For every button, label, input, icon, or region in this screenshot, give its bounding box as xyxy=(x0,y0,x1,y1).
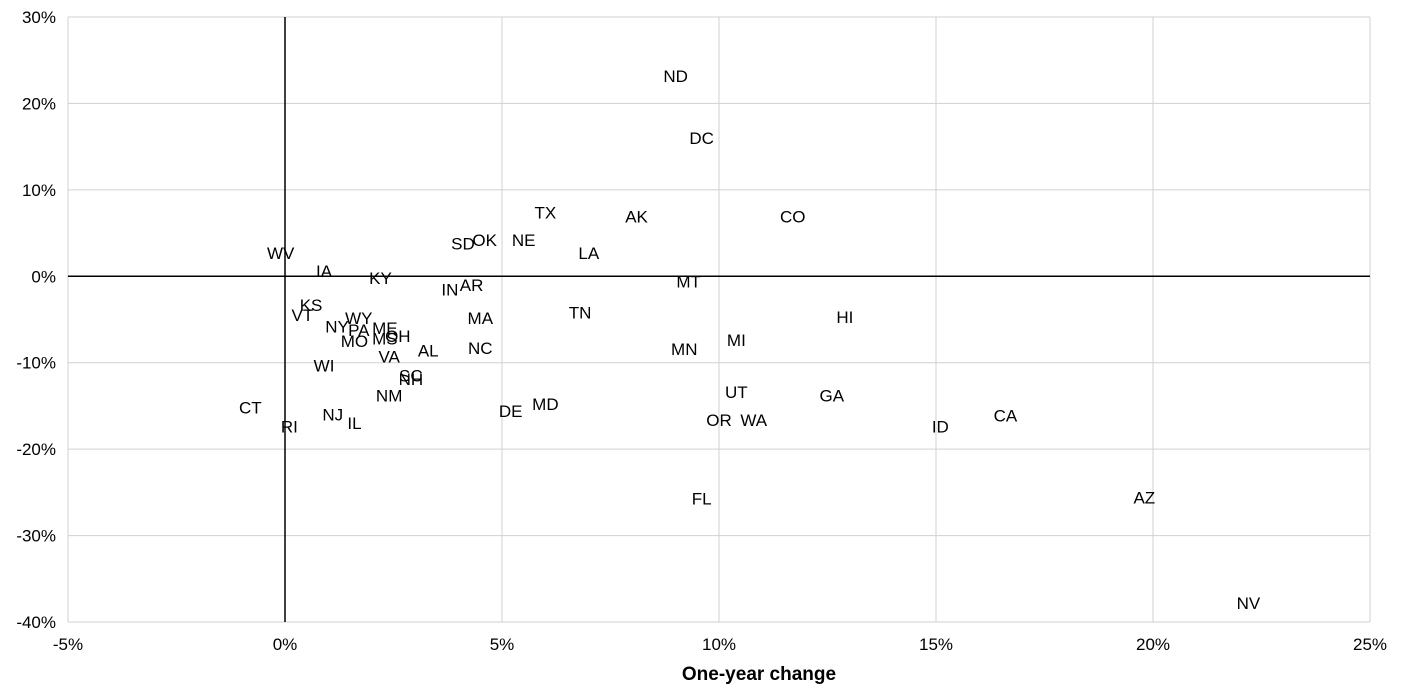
x-tick-label: 5% xyxy=(490,635,515,654)
y-tick-label: -30% xyxy=(16,527,56,546)
data-point-ar: AR xyxy=(460,276,484,295)
x-axis-label: One-year change xyxy=(682,664,836,685)
data-point-ga: GA xyxy=(820,387,845,406)
data-point-va: VA xyxy=(378,348,400,367)
data-point-sd: SD xyxy=(451,234,475,253)
data-point-ri: RI xyxy=(281,418,298,437)
data-point-wi: WI xyxy=(314,356,335,375)
y-tick-labels: 30% 20% 10% 0% -10% -20% -30% -40% xyxy=(16,8,56,632)
data-point-vt: VT xyxy=(291,306,313,325)
x-tick-label: -5% xyxy=(53,635,83,654)
data-point-ky: KY xyxy=(369,269,392,288)
data-point-nc: NC xyxy=(468,339,493,358)
y-tick-label: 10% xyxy=(22,181,56,200)
x-tick-label: 15% xyxy=(919,635,953,654)
data-point-co: CO xyxy=(780,208,806,227)
data-point-nm: NM xyxy=(376,387,402,406)
y-tick-label: 30% xyxy=(22,8,56,27)
x-tick-label: 25% xyxy=(1353,635,1387,654)
data-point-ut: UT xyxy=(725,383,748,402)
data-point-pa: PA xyxy=(348,321,370,340)
data-point-id: ID xyxy=(932,418,949,437)
y-tick-label: 20% xyxy=(22,94,56,113)
data-point-ia: IA xyxy=(316,262,333,281)
x-tick-label: 0% xyxy=(273,635,298,654)
data-point-sc: SC xyxy=(399,367,423,386)
x-tick-label: 10% xyxy=(702,635,736,654)
data-point-me: ME xyxy=(372,319,398,338)
data-point-nd: ND xyxy=(663,67,688,86)
data-point-ny: NY xyxy=(325,317,349,336)
data-point-ms: MS xyxy=(372,330,398,349)
data-point-mn: MN xyxy=(671,340,697,359)
data-point-nj: NJ xyxy=(322,406,343,425)
data-point-hi: HI xyxy=(836,308,853,327)
y-tick-label: -10% xyxy=(16,354,56,373)
data-point-md: MD xyxy=(532,395,558,414)
y-tick-label: -20% xyxy=(16,440,56,459)
data-point-wv: WV xyxy=(267,244,295,263)
data-point-oh: OH xyxy=(385,327,411,346)
data-point-wy: WY xyxy=(345,309,372,328)
data-point-ca: CA xyxy=(994,406,1018,425)
data-point-mt: MT xyxy=(676,272,701,291)
data-point-mi: MI xyxy=(727,331,746,350)
y-tick-label: -40% xyxy=(16,613,56,632)
data-point-az: AZ xyxy=(1133,489,1155,508)
data-point-or: OR xyxy=(706,411,732,430)
data-point-la: LA xyxy=(578,244,599,263)
data-point-ak: AK xyxy=(625,208,648,227)
data-point-dc: DC xyxy=(689,129,714,148)
zero-axes xyxy=(68,17,1370,622)
data-point-ks: KS xyxy=(300,296,323,315)
data-point-ne: NE xyxy=(512,231,536,250)
data-point-ok: OK xyxy=(472,231,497,250)
y-tick-label: 0% xyxy=(31,267,56,286)
data-point-mo: MO xyxy=(341,332,368,351)
data-point-nh: NH xyxy=(399,370,424,389)
data-point-ct: CT xyxy=(239,399,262,418)
x-tick-labels: -5% 0% 5% 10% 15% 20% 25% xyxy=(53,635,1387,654)
x-tick-label: 20% xyxy=(1136,635,1170,654)
data-point-tn: TN xyxy=(569,304,592,323)
data-point-fl: FL xyxy=(692,489,712,508)
data-point-de: DE xyxy=(499,402,523,421)
grid-lines xyxy=(67,16,1371,623)
data-point-in: IN xyxy=(441,280,458,299)
data-point-ma: MA xyxy=(468,309,494,328)
data-point-al: AL xyxy=(418,342,439,361)
data-point-tx: TX xyxy=(535,203,557,222)
data-point-il: IL xyxy=(347,414,361,433)
data-point-nv: NV xyxy=(1237,594,1261,613)
data-point-wa: WA xyxy=(740,411,767,430)
